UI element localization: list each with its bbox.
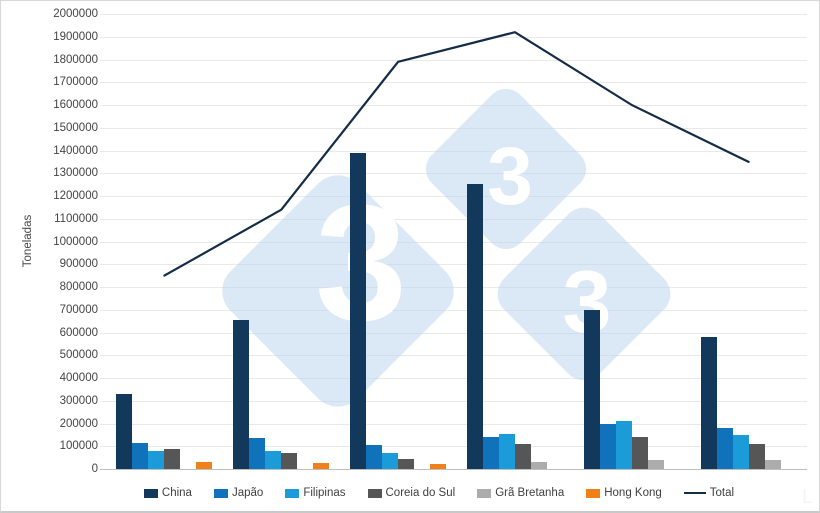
legend-item-china: China <box>143 487 192 499</box>
legend-color-swatch <box>285 488 300 498</box>
gridline <box>100 241 807 243</box>
bar-china-g1 <box>116 393 133 469</box>
legend-label: Hong Kong <box>604 487 662 499</box>
bar-hong-kong-g3 <box>430 464 447 469</box>
bar-coreia-do-sul-g2 <box>281 453 298 469</box>
y-tick-label: 300000 <box>59 394 98 407</box>
legend-label: China <box>161 487 192 499</box>
bar-china-g3 <box>350 152 367 469</box>
gridline <box>100 105 807 106</box>
watermark-digit: 3 <box>487 131 533 222</box>
y-tick-label: 200000 <box>59 417 98 430</box>
legend-item-hong-kong: Hong Kong <box>586 487 662 499</box>
bar-filipinas-g4 <box>498 433 515 469</box>
legend-item-japão: Japão <box>213 487 264 499</box>
bar-hong-kong-g1 <box>196 462 213 469</box>
gridline <box>100 127 807 129</box>
bar-china-g5 <box>583 309 600 470</box>
y-tick-label: 1400000 <box>53 144 98 157</box>
y-tick-label: 700000 <box>59 303 98 316</box>
gridline <box>100 264 807 266</box>
gridline <box>100 378 807 379</box>
bar-filipinas-g5 <box>615 421 632 469</box>
gridline <box>100 400 807 402</box>
bar-japão-g1 <box>132 442 149 469</box>
y-tick-label: 2000000 <box>53 8 98 20</box>
gridline <box>100 446 807 448</box>
legend-label: Filipinas <box>303 487 346 499</box>
y-tick-label: 1900000 <box>53 30 98 43</box>
gridline <box>100 82 807 84</box>
y-tick-label: 1100000 <box>54 212 98 225</box>
gridline <box>100 36 807 38</box>
bar-japão-g2 <box>249 438 266 469</box>
bar-grã-bretanha-g6 <box>764 459 781 469</box>
legend-color-swatch <box>367 488 382 498</box>
legend: China Japão Filipinas Coreia do Sul Grã Bret… <box>1 487 819 499</box>
bar-japão-g3 <box>366 445 383 469</box>
bar-filipinas-g3 <box>382 453 399 469</box>
y-tick-label: 0 <box>91 463 98 475</box>
bar-china-g4 <box>466 183 483 469</box>
legend-item-filipinas: Filipinas <box>285 487 346 499</box>
bar-coreia-do-sul-g1 <box>164 448 181 469</box>
bar-coreia-do-sul-g4 <box>514 444 531 469</box>
bar-coreia-do-sul-g5 <box>631 437 648 469</box>
legend-item-coreia-do-sul: Coreia do Sul <box>367 487 456 499</box>
legend-color-swatch <box>143 488 158 498</box>
gridline <box>100 332 807 334</box>
legend-item-total: Total <box>683 487 735 499</box>
x-axis-line <box>100 469 807 470</box>
y-tick-label: 1500000 <box>53 121 98 134</box>
legend-label: Total <box>709 487 735 499</box>
legend-label: Japão <box>231 487 264 499</box>
bar-japão-g6 <box>716 428 733 469</box>
corner-watermark: L <box>801 486 813 508</box>
bar-china-g6 <box>700 337 717 469</box>
legend-line-swatch <box>683 492 706 494</box>
bar-grã-bretanha-g4 <box>530 462 547 469</box>
legend-color-swatch <box>477 488 492 498</box>
legend-color-swatch <box>586 488 601 498</box>
y-tick-label: 500000 <box>59 349 98 362</box>
y-tick-label: 1600000 <box>53 99 98 111</box>
legend-item-grã-bretanha: Grã Bretanha <box>477 487 564 499</box>
bar-coreia-do-sul-g3 <box>398 458 415 469</box>
bar-japão-g5 <box>599 423 616 469</box>
gridline <box>100 423 807 425</box>
gridline <box>100 355 807 357</box>
y-tick-label: 900000 <box>59 258 98 271</box>
legend-label: Grã Bretanha <box>495 487 565 499</box>
y-tick-label: 1000000 <box>53 235 98 248</box>
bar-japão-g4 <box>482 437 499 469</box>
y-tick-label: 800000 <box>59 281 98 293</box>
bar-filipinas-g6 <box>732 434 749 469</box>
y-tick-label: 1800000 <box>53 53 98 66</box>
y-tick-label: 1700000 <box>53 76 98 89</box>
y-tick-label: 600000 <box>59 326 98 339</box>
y-tick-label: 400000 <box>59 372 98 384</box>
y-tick-label: 100000 <box>59 440 98 453</box>
gridline <box>100 14 807 15</box>
bar-hong-kong-g2 <box>313 463 330 469</box>
bar-filipinas-g1 <box>148 450 165 469</box>
y-tick-label: 1200000 <box>53 190 98 202</box>
bar-grã-bretanha-g5 <box>647 459 664 469</box>
gridline <box>100 309 807 311</box>
gridline <box>100 59 807 61</box>
bar-china-g2 <box>233 320 250 469</box>
legend-label: Coreia do Sul <box>385 487 456 499</box>
bar-coreia-do-sul-g6 <box>748 444 765 469</box>
gridline <box>100 218 807 220</box>
y-tick-label: 1300000 <box>53 167 98 180</box>
legend-color-swatch <box>213 488 228 498</box>
bar-filipinas-g2 <box>265 450 282 469</box>
